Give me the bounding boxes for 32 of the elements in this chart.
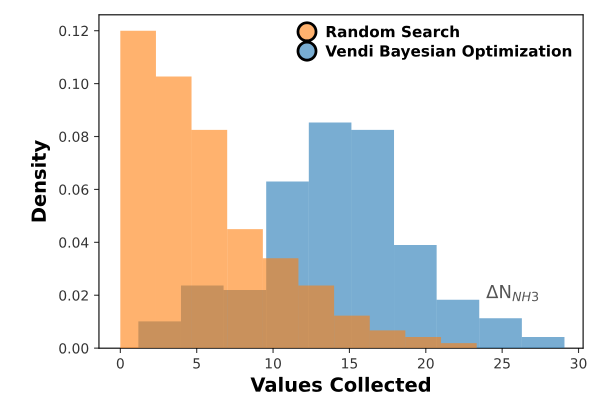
y-tick-label: 0.02 (59, 290, 88, 301)
y-axis-title: Density (31, 140, 50, 222)
bar (298, 285, 334, 348)
y-tick-label: 0.08 (59, 131, 88, 142)
bar (334, 316, 370, 348)
bar (405, 337, 442, 348)
y-tick-label: 0.10 (59, 78, 88, 90)
x-tick-label: 0 (116, 358, 124, 369)
x-axis-title: Values Collected (250, 376, 430, 392)
annotation: ΔN$_{NH3}$ (486, 284, 538, 302)
y-tick-label: 0.12 (59, 26, 88, 36)
bar (479, 318, 522, 348)
bar (370, 330, 406, 348)
bar (156, 76, 192, 348)
bar (227, 229, 263, 348)
bar (192, 130, 228, 348)
x-tick-label: 30 (570, 358, 586, 369)
x-tick-label: 5 (193, 358, 200, 369)
y-tick-label: 0.00 (59, 343, 88, 354)
bar (522, 337, 564, 348)
x-tick-label: 20 (418, 358, 434, 369)
y-tick-label: 0.06 (59, 184, 88, 195)
legend-label: Vendi Bayesian Optimization (325, 44, 572, 60)
x-tick-label: 10 (266, 358, 281, 369)
bar (436, 300, 480, 348)
y-tick-label: 0.04 (59, 237, 88, 248)
bar (262, 258, 298, 348)
bar (441, 343, 477, 348)
bar (120, 30, 156, 348)
x-tick-label: 25 (494, 358, 510, 369)
legend-label: Random Search (326, 26, 459, 38)
x-tick-label: 15 (342, 358, 358, 369)
